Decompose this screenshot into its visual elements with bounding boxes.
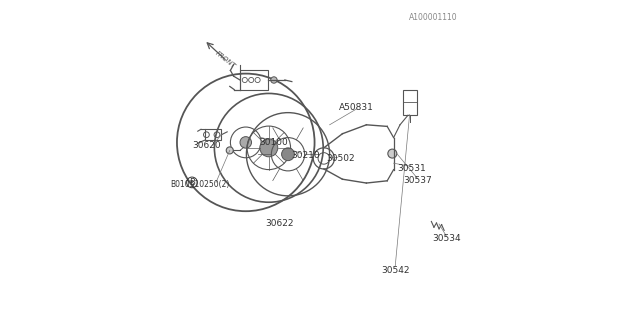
Text: FRONT: FRONT: [214, 50, 237, 69]
Circle shape: [227, 147, 234, 154]
Text: 30622: 30622: [266, 220, 294, 228]
Text: B010510250(2): B010510250(2): [170, 180, 230, 188]
Text: 30502: 30502: [326, 154, 355, 163]
Circle shape: [240, 137, 252, 148]
Circle shape: [271, 77, 277, 83]
Text: A50831: A50831: [339, 103, 374, 112]
Text: 30534: 30534: [432, 234, 461, 243]
Circle shape: [260, 139, 278, 157]
Text: 30100: 30100: [259, 138, 288, 147]
Circle shape: [388, 149, 397, 158]
Text: 30210: 30210: [291, 151, 320, 160]
Circle shape: [282, 148, 294, 161]
Text: A100001110: A100001110: [410, 13, 458, 22]
Text: 30542: 30542: [381, 266, 410, 275]
Text: 30531: 30531: [397, 164, 426, 172]
Text: 30620: 30620: [192, 141, 221, 150]
Text: B: B: [189, 178, 195, 187]
Text: 30537: 30537: [403, 176, 432, 185]
